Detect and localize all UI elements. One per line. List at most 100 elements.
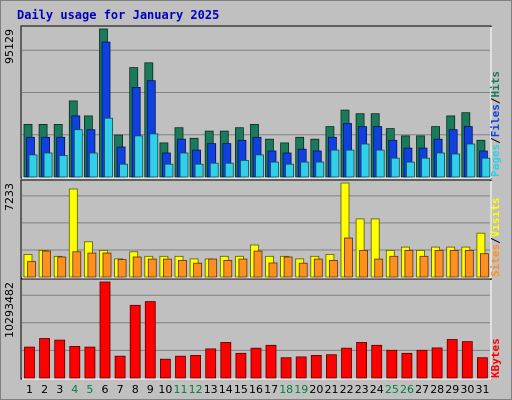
- day-label-26: 26: [400, 383, 414, 396]
- bar-sites-day-8: [132, 256, 142, 278]
- bar-sites-day-20: [313, 258, 323, 278]
- day-label-31: 31: [476, 383, 490, 396]
- bar-kbytes-day-9: [144, 301, 156, 379]
- bar-pages-day-11: [179, 152, 189, 178]
- bar-pages-day-3: [58, 155, 68, 178]
- bar-pages-day-12: [194, 163, 204, 178]
- bar-sites-day-2: [42, 250, 51, 278]
- day-label-3: 3: [56, 383, 63, 396]
- bar-kbytes-day-2: [39, 338, 50, 379]
- bar-kbytes-day-29: [446, 339, 458, 379]
- bar-pages-day-9: [149, 133, 159, 178]
- bar-kbytes-day-3: [54, 339, 66, 379]
- bar-pages-day-6: [104, 117, 113, 178]
- day-label-7: 7: [117, 383, 124, 396]
- bar-kbytes-day-28: [431, 347, 443, 379]
- bar-sites-day-16: [253, 250, 263, 278]
- bar-pages-day-31: [481, 157, 491, 178]
- bar-kbytes-day-24: [371, 344, 383, 379]
- bar-kbytes-day-4: [69, 345, 81, 379]
- bar-pages-day-28: [436, 152, 446, 178]
- bar-sites-day-22: [344, 237, 353, 278]
- bar-kbytes-day-22: [341, 347, 352, 379]
- bar-kbytes-day-18: [280, 357, 292, 379]
- bar-sites-day-27: [419, 255, 429, 278]
- ymax-label: 95129: [3, 29, 16, 64]
- day-label-16: 16: [249, 383, 263, 396]
- day-label-18: 18: [279, 383, 293, 396]
- bar-sites-day-14: [223, 259, 233, 278]
- day-label-17: 17: [264, 383, 278, 396]
- bar-pages-day-13: [209, 162, 219, 178]
- day-label-9: 9: [147, 383, 154, 396]
- legend-hits-files-pages: Pages/Files/Hits: [489, 71, 502, 177]
- bar-pages-day-10: [164, 163, 174, 178]
- bar-kbytes-day-19: [295, 356, 307, 379]
- day-label-11: 11: [174, 383, 188, 396]
- day-label-8: 8: [132, 383, 139, 396]
- bar-kbytes-day-10: [159, 358, 171, 379]
- bar-pages-day-25: [390, 157, 400, 178]
- bar-kbytes-day-31: [476, 357, 488, 379]
- day-label-20: 20: [309, 383, 323, 396]
- bar-sites-day-18: [283, 256, 293, 278]
- bar-pages-day-17: [270, 161, 279, 178]
- day-label-13: 13: [204, 383, 218, 396]
- bar-sites-day-31: [479, 253, 489, 278]
- legend-kbytes: KBytes: [489, 338, 502, 378]
- bar-sites-day-9: [147, 258, 157, 278]
- bar-sites-day-15: [238, 258, 248, 278]
- bar-kbytes-day-26: [401, 352, 413, 379]
- bar-kbytes-day-27: [416, 349, 428, 379]
- bar-sites-day-29: [449, 249, 459, 278]
- bar-kbytes-day-21: [325, 354, 337, 379]
- day-label-15: 15: [234, 383, 248, 396]
- bar-sites-day-10: [162, 258, 172, 278]
- bar-pages-day-27: [421, 157, 430, 178]
- bar-sites-day-25: [389, 255, 399, 278]
- bar-pages-day-8: [134, 135, 144, 178]
- bar-kbytes-day-20: [310, 354, 322, 379]
- day-label-22: 22: [340, 383, 354, 396]
- bar-sites-day-6: [102, 252, 112, 278]
- bar-pages-day-18: [285, 163, 295, 178]
- bar-kbytes-day-13: [205, 348, 217, 379]
- bar-sites-day-7: [117, 259, 127, 278]
- bar-sites-day-21: [328, 259, 338, 278]
- ymax-label: 10293482: [3, 282, 16, 338]
- day-label-29: 29: [445, 383, 459, 396]
- bar-pages-day-5: [89, 152, 98, 178]
- day-label-14: 14: [219, 383, 233, 396]
- day-label-19: 19: [294, 383, 308, 396]
- bar-kbytes-day-14: [220, 341, 232, 379]
- bar-pages-day-15: [239, 159, 249, 178]
- day-label-24: 24: [370, 383, 384, 396]
- bar-kbytes-day-16: [250, 347, 262, 379]
- day-label-4: 4: [71, 383, 78, 396]
- day-label-1: 1: [26, 383, 33, 396]
- bar-pages-day-29: [451, 153, 461, 178]
- bar-pages-day-22: [345, 149, 355, 178]
- bar-pages-day-1: [28, 154, 38, 178]
- day-label-12: 12: [189, 383, 203, 396]
- bar-pages-day-21: [330, 149, 340, 178]
- bar-pages-day-30: [466, 143, 476, 178]
- bar-kbytes-day-17: [265, 344, 277, 379]
- bar-kbytes-day-7: [114, 355, 126, 379]
- day-label-21: 21: [325, 383, 339, 396]
- bar-kbytes-day-30: [461, 341, 473, 379]
- day-label-2: 2: [41, 383, 48, 396]
- bar-pages-day-2: [43, 152, 53, 178]
- bar-sites-day-3: [57, 256, 67, 278]
- bar-kbytes-day-15: [235, 352, 247, 379]
- bar-kbytes-day-12: [190, 354, 202, 379]
- bar-pages-day-14: [224, 162, 234, 178]
- bar-pages-day-7: [119, 163, 128, 178]
- bar-sites-day-12: [193, 262, 203, 278]
- bar-kbytes-day-23: [356, 341, 368, 379]
- bar-sites-day-11: [178, 259, 187, 278]
- bar-kbytes-day-6: [99, 281, 111, 379]
- bar-pages-day-20: [315, 161, 325, 178]
